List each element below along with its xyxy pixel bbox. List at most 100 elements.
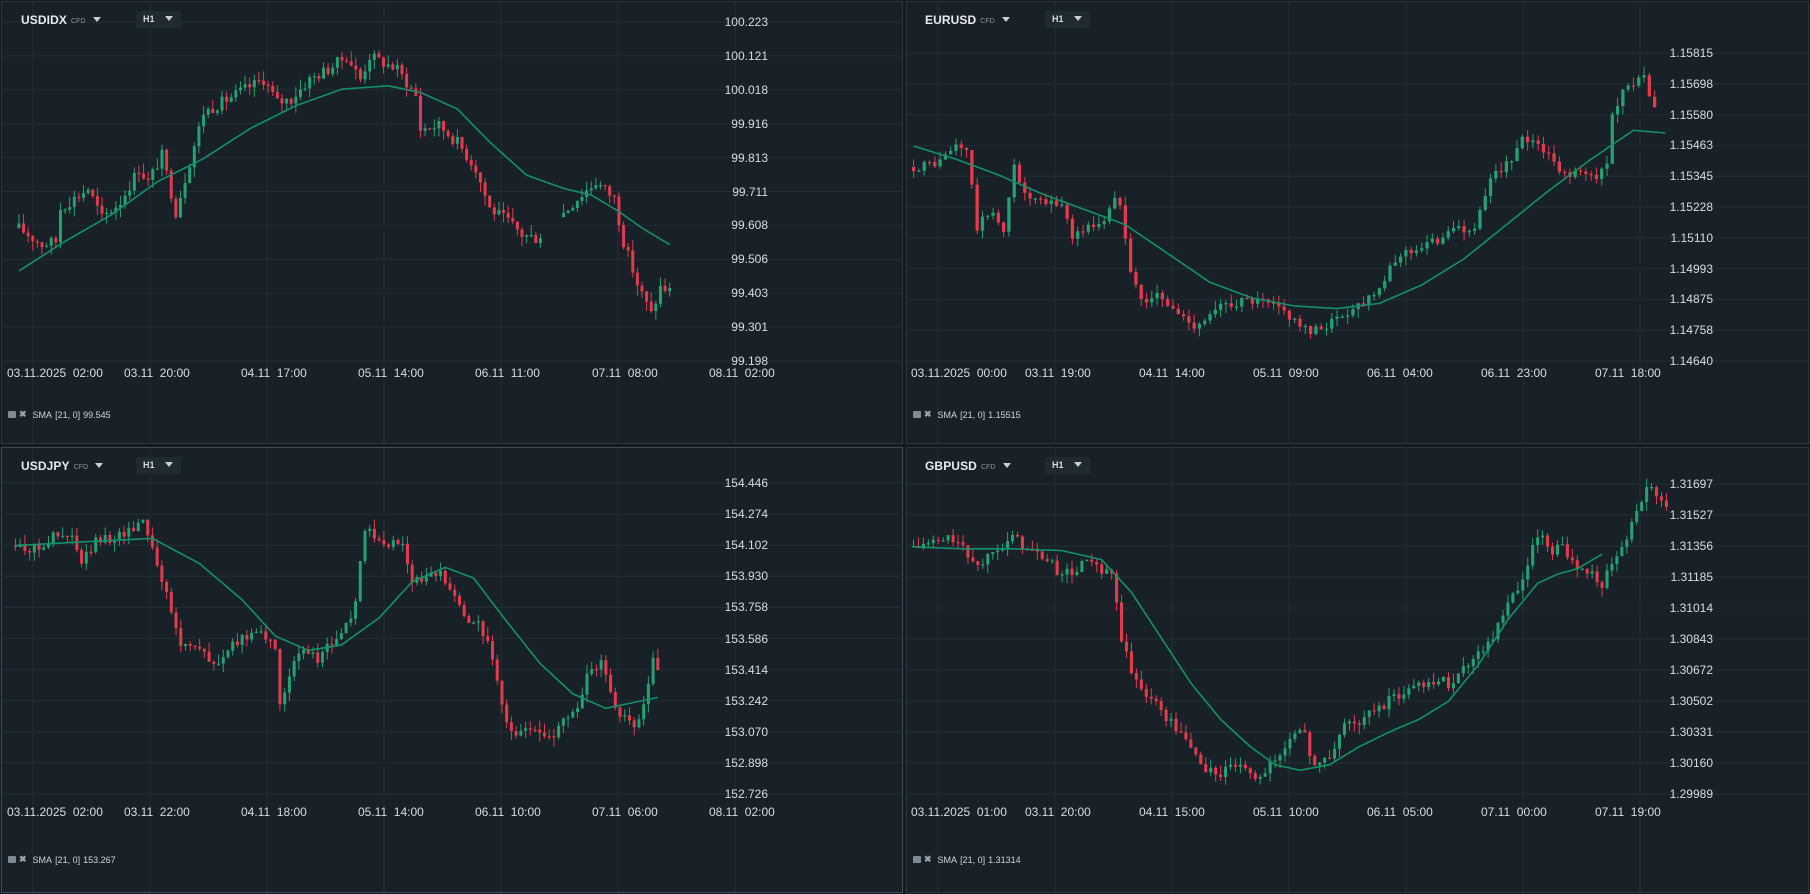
indicator-icon[interactable] [913, 411, 921, 418]
price-tick-label: 1.15698 [1669, 76, 1713, 91]
candle-body [576, 708, 580, 712]
candle-body [89, 551, 93, 554]
chevron-down-icon [1002, 463, 1011, 468]
candle-body [382, 540, 386, 545]
candle-body [424, 576, 428, 582]
indicator-icon[interactable] [8, 856, 16, 863]
price-tick-label: 1.15815 [1669, 46, 1713, 60]
candle-body [1107, 208, 1112, 222]
candle-body [1664, 500, 1668, 507]
candle-body [1414, 250, 1419, 254]
price-tick-label: 1.30160 [1669, 756, 1713, 770]
sma-indicator-label[interactable]: ✖ SMA [21, 0] 1.15515 [913, 409, 1021, 420]
chart-panel-eurusd[interactable]: EURUSD CFD H1 ✖ SMA [21, 0] 1.15515 1.158… [906, 1, 1809, 444]
price-plot[interactable] [907, 448, 1809, 893]
candle-body [538, 729, 542, 733]
candle-body [330, 643, 334, 646]
close-icon[interactable]: ✖ [19, 854, 27, 864]
candle-body [1189, 739, 1193, 748]
candle-body [571, 711, 575, 718]
candle-body [1451, 682, 1455, 689]
candle-body [488, 195, 492, 208]
candle-body [1102, 221, 1106, 224]
candle-body [1035, 550, 1039, 552]
candle-body [243, 84, 247, 88]
close-icon[interactable]: ✖ [19, 409, 27, 419]
candle-body [405, 74, 409, 88]
candle-body [382, 57, 386, 67]
candle-body [442, 121, 446, 131]
sma-indicator-label[interactable]: ✖ SMA [21, 0] 153.267 [8, 854, 116, 865]
candle-body [1001, 222, 1006, 232]
candle-body [165, 581, 169, 593]
candle-body [1573, 170, 1577, 177]
chart-panel-usdjpy[interactable]: USDJPY CFD H1 ✖ SMA [21, 0] 153.267 154.4… [1, 447, 903, 893]
price-tick-label: 153.070 [724, 724, 768, 739]
indicator-icon[interactable] [8, 411, 16, 418]
timeframe-selector[interactable]: H1 [1045, 11, 1090, 28]
candle-body [1398, 256, 1403, 263]
symbol-selector[interactable]: USDJPY CFD [21, 459, 104, 473]
candle-body [23, 544, 27, 551]
candle-body [207, 651, 211, 662]
indicator-icon[interactable] [913, 856, 921, 863]
candle-body [443, 570, 447, 584]
candle-body [344, 622, 348, 634]
candle-body [354, 601, 358, 619]
close-icon[interactable]: ✖ [924, 854, 932, 864]
candle-body [1626, 85, 1630, 90]
candle-body [1015, 534, 1020, 537]
candle-body [1642, 75, 1646, 78]
candle-body [1238, 764, 1242, 767]
price-tick-label: 1.14875 [1669, 292, 1713, 307]
candle-body [961, 542, 965, 546]
candle-body [1187, 316, 1191, 323]
candle-body [1383, 281, 1387, 289]
chart-panel-usdidx[interactable]: USDIDX CFD H1 ✖ SMA [21, 0] 99.545 100.22… [1, 1, 903, 444]
candle-body [986, 554, 990, 565]
candle-body [956, 542, 960, 544]
candle-body [1243, 764, 1247, 769]
candle-body [245, 635, 249, 640]
close-icon[interactable]: ✖ [924, 409, 932, 419]
candle-body [47, 542, 51, 548]
price-tick-label: 1.30331 [1669, 725, 1713, 739]
timeframe-selector[interactable]: H1 [1045, 457, 1090, 474]
candle-body [946, 535, 950, 541]
candle-body [63, 209, 67, 212]
candle-body [363, 71, 367, 80]
candle-body [13, 545, 17, 548]
sma-indicator-label[interactable]: ✖ SMA [21, 0] 1.31314 [913, 854, 1021, 865]
candle-body [981, 564, 985, 566]
candle-body [174, 198, 178, 218]
chart-panel-gbpusd[interactable]: GBPUSD CFD H1 ✖ SMA [21, 0] 1.31314 1.316… [906, 447, 1809, 893]
candle-body [1154, 698, 1158, 701]
candle-body [654, 303, 658, 312]
price-plot[interactable] [2, 448, 903, 893]
candle-body [1488, 178, 1493, 197]
candle-body [991, 212, 995, 216]
timeframe-selector[interactable]: H1 [136, 457, 181, 474]
symbol-selector[interactable]: GBPUSD CFD [925, 459, 1011, 473]
candle-body [1100, 564, 1104, 574]
gridlines [2, 2, 902, 443]
timeframe-selector[interactable]: H1 [136, 11, 181, 28]
candle-body [1340, 316, 1345, 318]
candle-body [1313, 755, 1317, 766]
candle-body [418, 95, 422, 131]
candle-body [1511, 593, 1515, 603]
symbol-selector[interactable]: USDIDX CFD [21, 13, 101, 27]
candle-body [608, 186, 612, 196]
price-plot[interactable] [2, 2, 903, 444]
price-plot[interactable] [907, 2, 1809, 444]
candle-body [1347, 721, 1351, 724]
symbol-selector[interactable]: EURUSD CFD [925, 13, 1010, 27]
price-tick-label: 1.14993 [1669, 261, 1713, 276]
candle-body [109, 212, 113, 214]
candle-body [1491, 639, 1495, 642]
panel-header: USDIDX CFD H1 [2, 2, 902, 36]
sma-indicator-label[interactable]: ✖ SMA [21, 0] 99.545 [8, 409, 111, 420]
candle-body [61, 535, 65, 537]
candle-body [51, 532, 55, 543]
